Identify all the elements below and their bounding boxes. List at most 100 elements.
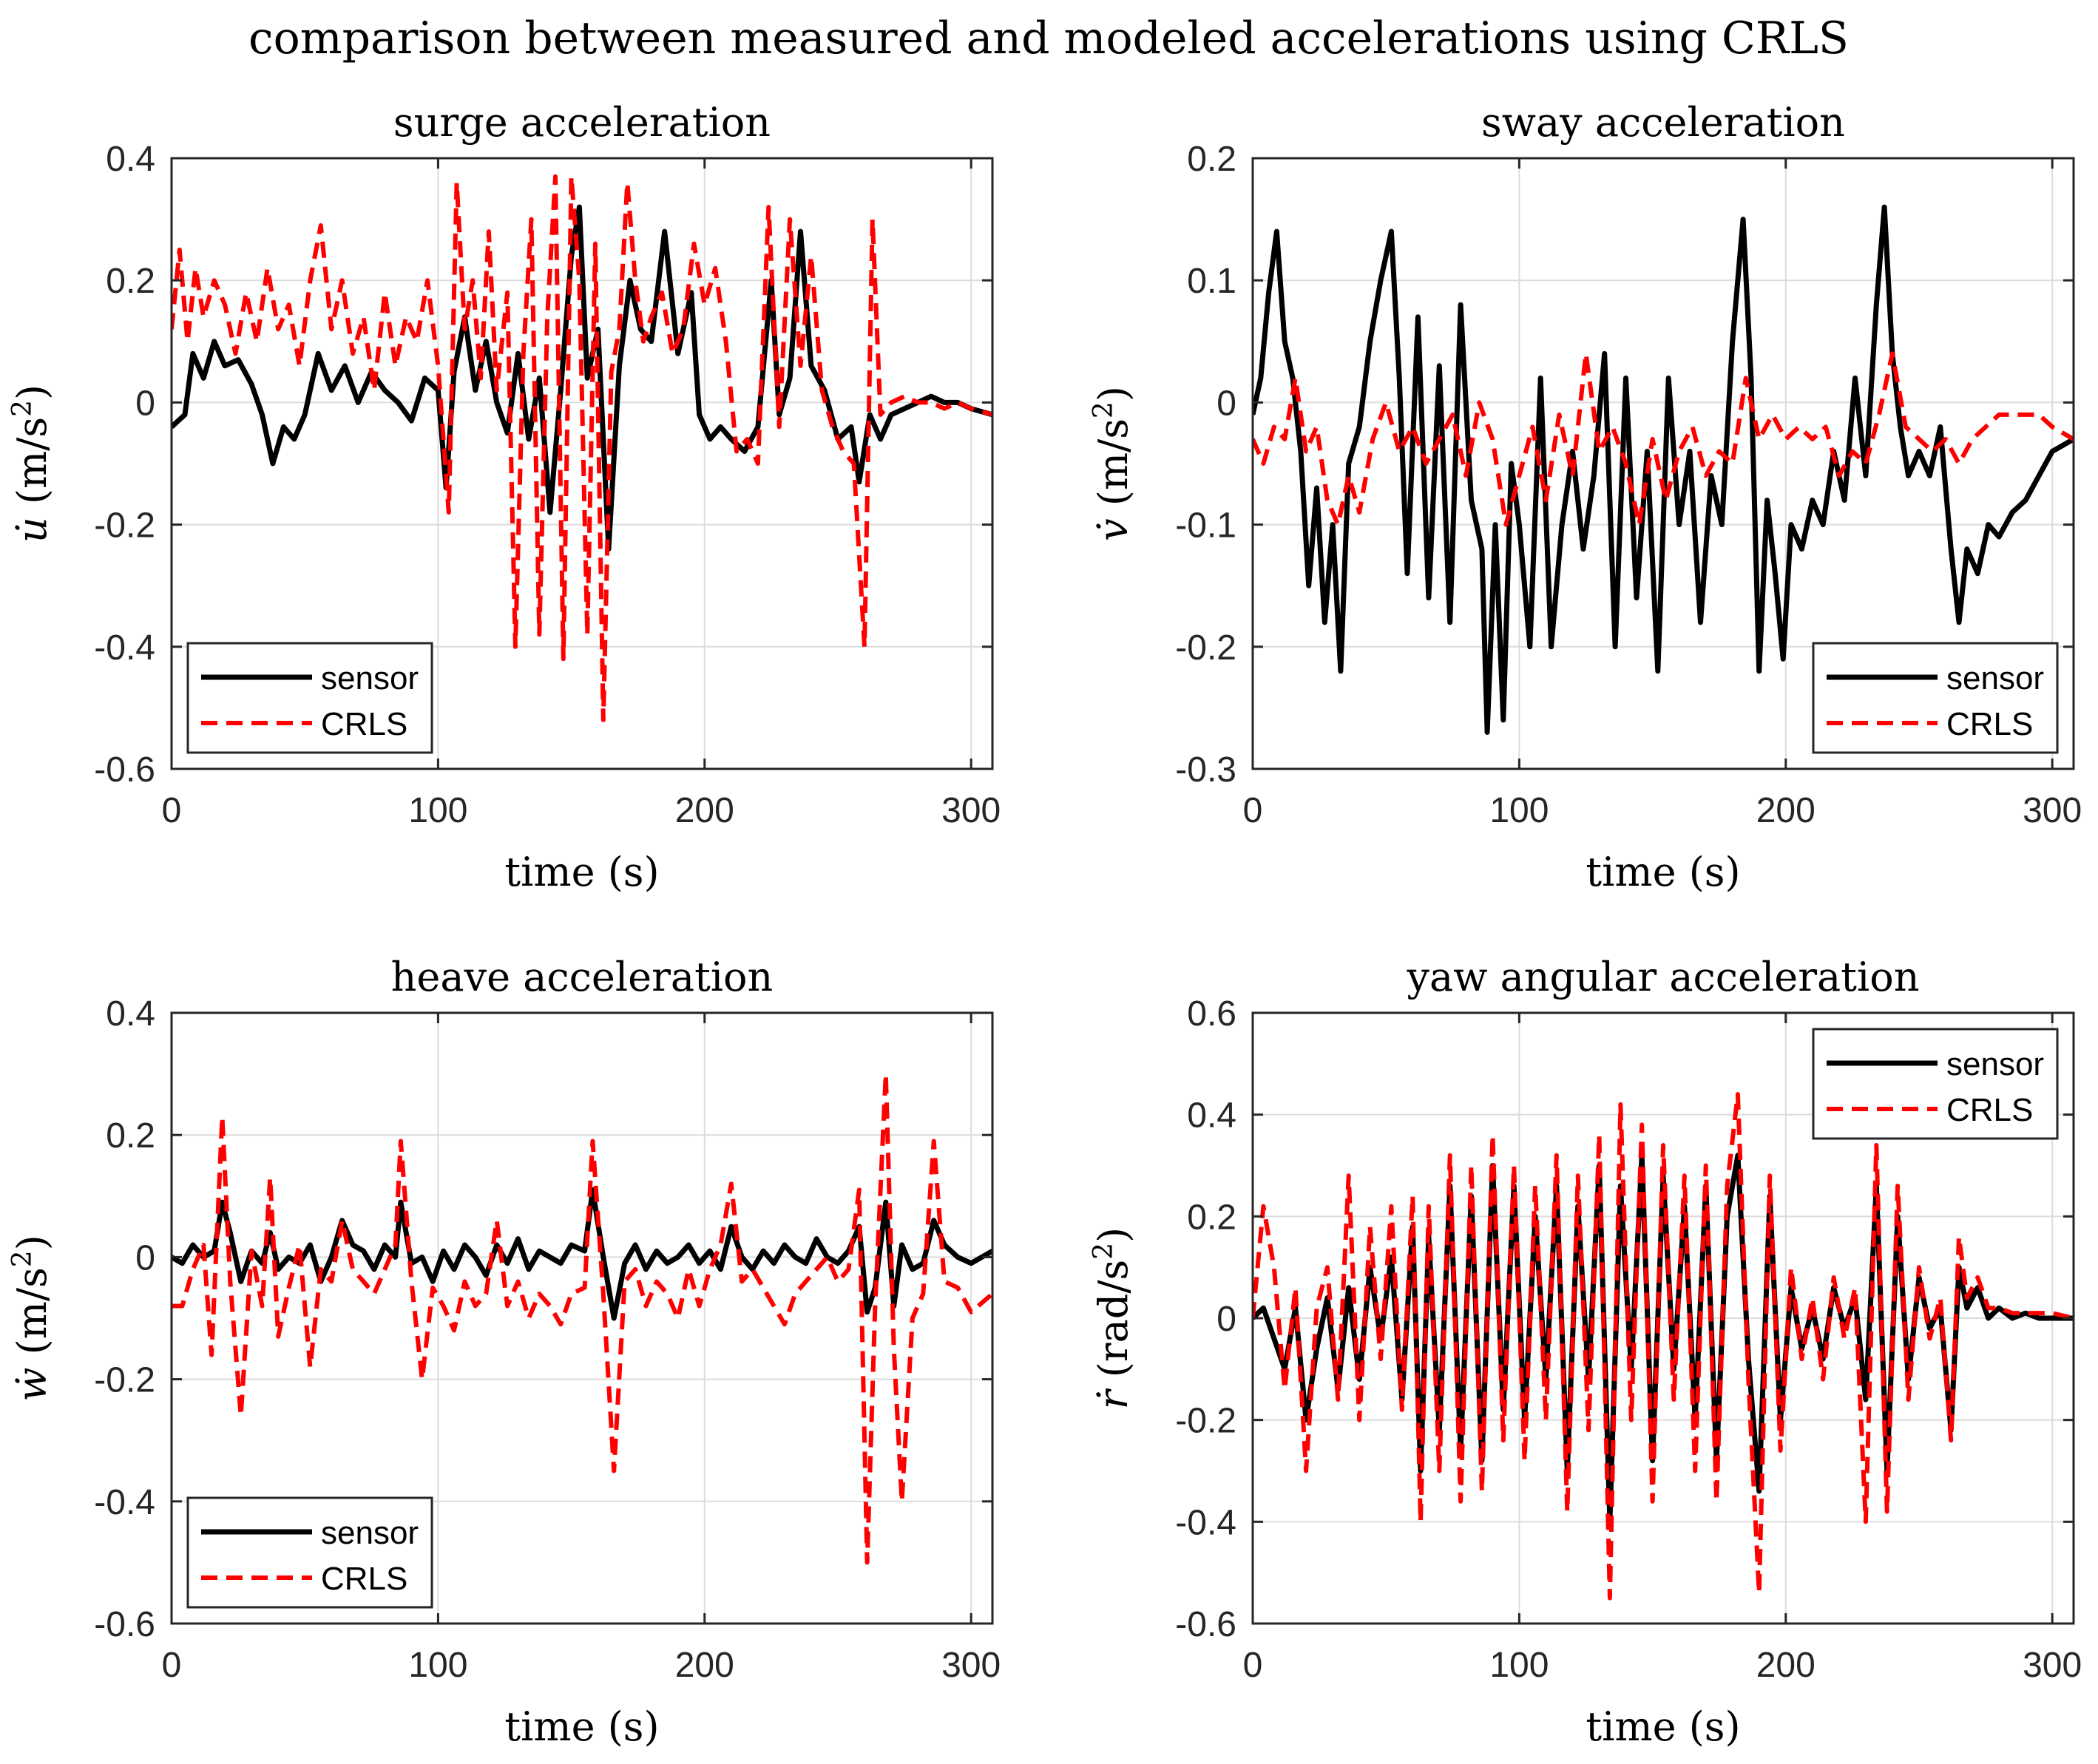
x-axis-label: time (s) — [1586, 1703, 1740, 1750]
y-axis-unit-close: ) — [9, 1235, 55, 1250]
series-line-crls — [1253, 351, 2074, 527]
x-tick-label: 100 — [1489, 1646, 1549, 1685]
x-tick-label: 200 — [675, 1646, 734, 1685]
x-axis-label: time (s) — [1586, 849, 1740, 895]
y-tick-label: -0.6 — [94, 750, 155, 790]
y-tick-label: 0.2 — [106, 262, 155, 301]
x-tick-label: 200 — [1756, 791, 1816, 830]
series-line-sensor — [1253, 204, 2074, 735]
y-axis-unit-exponent: 2 — [1089, 401, 1119, 418]
y-axis-symbol: ṙ — [1090, 1377, 1137, 1409]
y-axis-symbol: v̇ — [1090, 506, 1137, 541]
chart-title: heave acceleration — [391, 954, 774, 1000]
y-axis-label: ẇ (m/s2) — [7, 1235, 55, 1402]
y-tick-label: -0.2 — [94, 1361, 155, 1400]
legend: sensor CRLS — [1812, 1028, 2059, 1140]
y-axis-unit: (m/s — [1090, 418, 1137, 506]
legend: sensor CRLS — [186, 642, 433, 754]
x-tick-label: 200 — [1756, 1646, 1816, 1685]
series-line-sensor — [172, 204, 992, 552]
y-axis-unit-exponent: 2 — [7, 1250, 38, 1267]
y-axis-label: ṙ (rad/s2) — [1089, 1227, 1137, 1410]
y-tick-label: 0.1 — [1187, 262, 1236, 301]
y-axis-symbol: u̇ — [9, 504, 55, 543]
x-tick-label: 300 — [2023, 791, 2082, 830]
x-tick-label: 300 — [941, 791, 1001, 830]
x-tick-label: 300 — [941, 1646, 1001, 1685]
legend: sensor CRLS — [186, 1496, 433, 1609]
axes-frame — [170, 157, 994, 770]
y-tick-label: -0.4 — [1175, 1503, 1236, 1542]
x-tick-label: 0 — [162, 791, 182, 830]
x-axis-label: time (s) — [504, 849, 659, 895]
legend-label: CRLS — [321, 1561, 407, 1597]
y-tick-label: 0.6 — [1187, 994, 1236, 1034]
legend: sensor CRLS — [1812, 642, 2059, 754]
chart-title: sway acceleration — [1481, 99, 1845, 146]
y-tick-label: -0.2 — [1175, 628, 1236, 668]
y-tick-label: -0.2 — [94, 506, 155, 546]
x-tick-label: 100 — [408, 1646, 467, 1685]
legend-label: sensor — [1946, 1046, 2044, 1082]
y-axis-unit-exponent: 2 — [7, 400, 38, 417]
series-line-crls — [172, 1071, 992, 1565]
axes-frame — [170, 1011, 994, 1625]
chart-title: surge acceleration — [393, 99, 771, 146]
legend-box — [186, 642, 433, 754]
y-axis-unit-close: ) — [1090, 386, 1137, 401]
y-tick-label: 0 — [1216, 384, 1236, 423]
x-tick-label: 100 — [408, 791, 467, 830]
y-tick-label: 0.4 — [106, 994, 155, 1034]
y-axis-unit: (m/s — [9, 417, 55, 504]
y-axis-unit-exponent: 2 — [1089, 1243, 1119, 1260]
y-axis-label: u̇ (m/s2) — [7, 384, 55, 543]
y-tick-label: 0.2 — [106, 1116, 155, 1156]
x-tick-label: 300 — [2023, 1646, 2082, 1685]
axes-frame — [1251, 157, 2075, 770]
chart-panel: 0 100 200 300 -0.6 -0.4 -0.2 0 0.2 0.4 heave accel… — [7, 954, 1001, 1750]
chart-panel: 0 100 200 300 -0.6 -0.4 -0.2 0 0.2 0.4 surge accel… — [7, 99, 1001, 895]
y-axis-label: v̇ (m/s2) — [1089, 386, 1137, 541]
legend-box — [1812, 1028, 2059, 1140]
legend-label: CRLS — [321, 706, 407, 742]
chart-panel: 0 100 200 300 -0.6 -0.4 -0.2 0 0.2 0.4 0.6 yaw angu… — [1089, 954, 2082, 1750]
y-tick-label: 0 — [135, 1238, 155, 1278]
series-line-crls — [1253, 1092, 2074, 1601]
series-line-crls — [172, 174, 992, 722]
chart-title: yaw angular acceleration — [1407, 954, 1920, 1000]
x-tick-label: 0 — [162, 1646, 182, 1685]
x-tick-label: 0 — [1243, 791, 1263, 830]
y-axis-unit-close: ) — [1090, 1227, 1137, 1243]
y-tick-label: -0.6 — [1175, 1605, 1236, 1644]
y-tick-label: 0.2 — [1187, 140, 1236, 179]
x-tick-label: 100 — [1489, 791, 1549, 830]
y-axis-symbol: ẇ — [9, 1354, 55, 1401]
legend-box — [1812, 642, 2059, 754]
legend-label: sensor — [321, 1515, 419, 1551]
legend-label: CRLS — [1946, 1092, 2033, 1128]
y-tick-label: -0.4 — [94, 628, 155, 668]
y-tick-label: -0.3 — [1175, 750, 1236, 790]
y-axis-unit: (rad/s — [1090, 1260, 1137, 1378]
y-tick-label: -0.1 — [1175, 506, 1236, 546]
x-tick-label: 0 — [1243, 1646, 1263, 1685]
y-tick-label: -0.2 — [1175, 1402, 1236, 1441]
y-tick-label: -0.6 — [94, 1605, 155, 1644]
legend-box — [186, 1496, 433, 1609]
legend-label: sensor — [1946, 660, 2044, 696]
y-tick-label: 0.4 — [106, 140, 155, 179]
figure-title: comparison between measured and modeled … — [248, 13, 1849, 64]
y-tick-label: 0 — [1216, 1300, 1236, 1339]
y-tick-label: 0.2 — [1187, 1198, 1236, 1237]
legend-label: sensor — [321, 660, 419, 696]
legend-label: CRLS — [1946, 706, 2033, 742]
y-tick-label: -0.4 — [94, 1483, 155, 1522]
x-axis-label: time (s) — [504, 1703, 659, 1750]
y-axis-unit-close: ) — [9, 384, 55, 400]
x-tick-label: 200 — [675, 791, 734, 830]
y-tick-label: 0 — [135, 384, 155, 423]
y-axis-unit: (m/s — [9, 1267, 55, 1354]
chart-panel: 0 100 200 300 -0.3 -0.2 -0.1 0 0.1 0.2 sway accele… — [1089, 99, 2082, 895]
